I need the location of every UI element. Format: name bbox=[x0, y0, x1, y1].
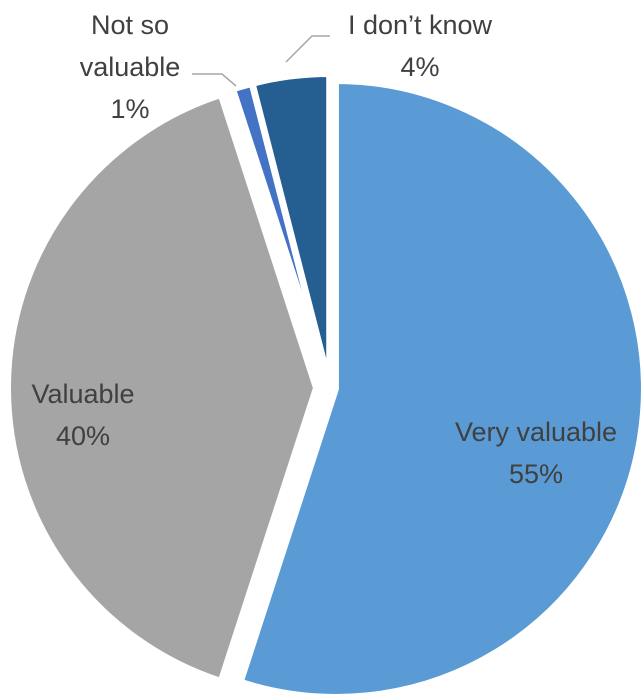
pie-slice-valuable bbox=[5, 91, 320, 685]
data-label-line: I don’t know bbox=[348, 10, 493, 40]
data-label-i-don-t-know: I don’t know 4% bbox=[348, 10, 493, 82]
leader-line-3 bbox=[285, 35, 330, 63]
leader-lines bbox=[192, 35, 330, 87]
data-labels: Very valuable 55% Valuable 40% Not so valuabl… bbox=[31, 10, 617, 489]
pie-slice-very-valuable bbox=[236, 77, 641, 700]
data-label-line: 4% bbox=[400, 52, 439, 82]
data-label-line: Not so bbox=[91, 10, 169, 40]
data-label-very-valuable: Very valuable 55% bbox=[455, 417, 617, 489]
data-label-line: Very valuable bbox=[455, 417, 617, 447]
pie-slice-i-don-t-know bbox=[249, 71, 333, 383]
data-label-not-so-valuable: Not so valuable 1% bbox=[80, 10, 181, 124]
data-label-line: Valuable bbox=[31, 379, 134, 409]
data-label-line: 1% bbox=[110, 94, 149, 124]
pie-slices bbox=[5, 71, 641, 700]
data-label-line: 55% bbox=[509, 459, 563, 489]
data-label-line: 40% bbox=[56, 421, 110, 451]
data-label-line: valuable bbox=[80, 52, 181, 82]
data-label-valuable: Valuable 40% bbox=[31, 379, 134, 451]
leader-line-2 bbox=[192, 73, 237, 87]
